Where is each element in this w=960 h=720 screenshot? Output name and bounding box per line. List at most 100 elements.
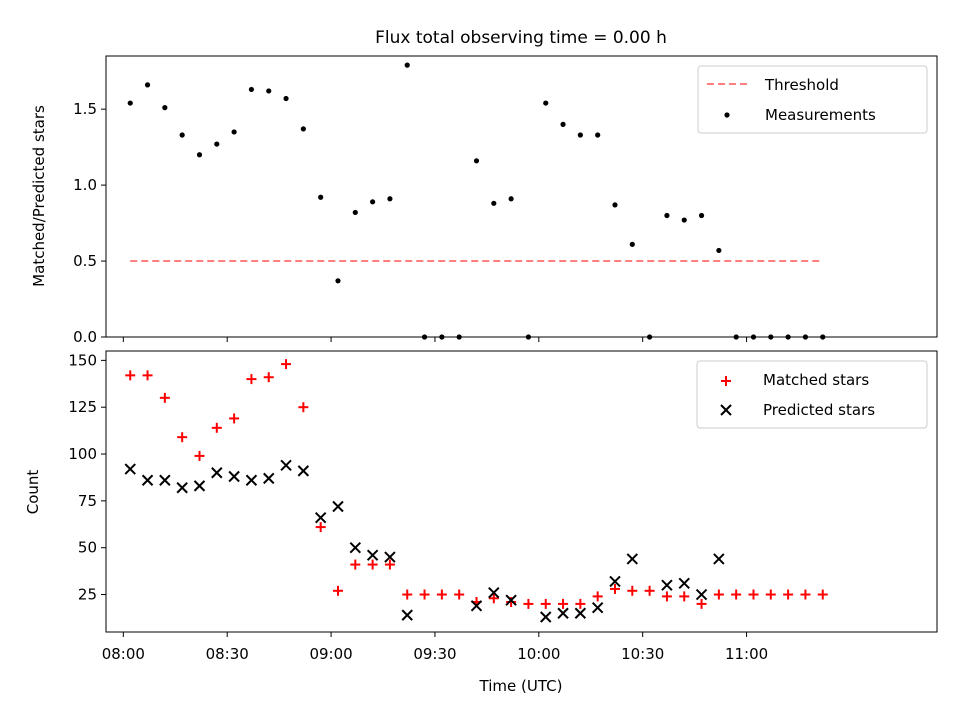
count-x-axis-label: Time (UTC) bbox=[479, 677, 563, 695]
matched-star-point bbox=[246, 374, 257, 385]
measurement-point bbox=[162, 105, 168, 111]
ratio-y-tick-label: 0.5 bbox=[73, 252, 97, 270]
matched-star-point bbox=[661, 591, 672, 602]
measurement-point bbox=[266, 88, 272, 94]
predicted-star-point bbox=[401, 609, 413, 621]
matched-star-point bbox=[558, 598, 569, 609]
predicted-star-point bbox=[505, 594, 517, 606]
matched-stars-legend-swatch bbox=[721, 376, 731, 386]
ratio-y-tick-label: 0.0 bbox=[73, 328, 97, 346]
predicted-star-point bbox=[297, 465, 310, 477]
count-y-tick-label: 125 bbox=[68, 398, 97, 416]
count-y-tick-label: 25 bbox=[78, 586, 97, 604]
matched-star-point bbox=[142, 370, 153, 381]
measurement-point bbox=[716, 247, 722, 254]
count-x-tick-label: 09:00 bbox=[309, 645, 352, 663]
predicted-stars-legend-label: Predicted stars bbox=[763, 401, 875, 419]
ratio-y-axis-label: Matched/Predicted stars bbox=[30, 105, 48, 287]
predicted-star-point bbox=[332, 500, 344, 513]
measurement-point bbox=[612, 202, 618, 208]
matched-star-point bbox=[817, 589, 828, 600]
measurement-point bbox=[560, 121, 566, 127]
measurement-point bbox=[335, 278, 341, 284]
measurement-point bbox=[595, 132, 601, 138]
matched-star-point bbox=[506, 597, 517, 608]
predicted-star-point bbox=[141, 474, 154, 486]
matched-star-point bbox=[211, 422, 222, 433]
predicted-star-point bbox=[557, 607, 569, 619]
count-y-tick-label: 50 bbox=[78, 539, 97, 557]
matched-star-point bbox=[679, 591, 690, 602]
measurement-point bbox=[629, 241, 635, 247]
matched-star-point bbox=[627, 585, 638, 596]
measurement-point bbox=[231, 129, 237, 135]
predicted-star-point bbox=[661, 579, 673, 591]
count-panel-frame bbox=[105, 350, 938, 633]
ratio-panel: 0.0 0.5 1.0 1.5 Matched/Predicted stars Thr… bbox=[30, 55, 938, 346]
count-plot-area bbox=[124, 359, 828, 623]
measurement-point bbox=[387, 196, 393, 202]
predicted-star-point bbox=[678, 577, 690, 590]
measurement-point bbox=[577, 132, 583, 138]
predicted-star-point bbox=[314, 512, 327, 524]
matched-star-point bbox=[436, 589, 447, 600]
matched-star-point bbox=[402, 589, 413, 600]
matched-star-point bbox=[592, 591, 603, 602]
matched-star-point bbox=[523, 598, 534, 609]
measurement-point bbox=[698, 212, 705, 219]
matched-star-point bbox=[419, 589, 430, 600]
predicted-star-point bbox=[228, 470, 240, 483]
measurements-legend-swatch bbox=[724, 112, 730, 118]
ratio-x-ticks bbox=[122, 337, 748, 342]
matched-star-point bbox=[713, 589, 724, 600]
matched-star-point bbox=[696, 598, 707, 609]
ratio-legend: Threshold Measurements bbox=[697, 65, 928, 134]
predicted-star-point bbox=[193, 480, 206, 492]
matched-star-point bbox=[575, 598, 586, 609]
matched-star-point bbox=[332, 585, 343, 596]
count-y-ticks: 25 50 75 100 125 150 bbox=[68, 351, 106, 604]
measurement-point bbox=[179, 132, 185, 138]
predicted-star-point bbox=[591, 601, 604, 614]
count-panel: 25 50 75 100 125 150 08:00 08:30 09:00 09:30 10:0… bbox=[24, 350, 938, 695]
predicted-star-point bbox=[609, 575, 621, 588]
predicted-stars-legend-swatch bbox=[720, 404, 732, 416]
matched-star-point bbox=[159, 392, 170, 403]
matched-star-point bbox=[367, 559, 378, 570]
matched-star-point bbox=[800, 589, 811, 600]
predicted-star-point bbox=[384, 551, 396, 563]
threshold-legend-label: Threshold bbox=[764, 76, 839, 94]
matched-star-point bbox=[765, 589, 776, 600]
measurement-point bbox=[681, 217, 687, 223]
predicted-star-point bbox=[245, 474, 258, 486]
count-y-tick-label: 75 bbox=[78, 492, 97, 510]
predicted-star-point bbox=[280, 459, 292, 471]
count-y-axis-label: Count bbox=[24, 470, 42, 515]
predicted-star-point bbox=[695, 588, 708, 601]
predicted-star-point bbox=[263, 472, 275, 485]
count-x-tick-label: 09:30 bbox=[413, 645, 456, 663]
matched-star-point bbox=[488, 593, 499, 604]
matched-star-point bbox=[229, 413, 240, 424]
matched-stars-legend-label: Matched stars bbox=[763, 371, 869, 389]
ratio-y-ticks: 0.0 0.5 1.0 1.5 bbox=[73, 100, 106, 346]
measurement-point bbox=[318, 194, 324, 200]
measurement-point bbox=[543, 100, 549, 106]
measurement-point bbox=[508, 196, 514, 202]
count-y-tick-label: 150 bbox=[68, 351, 97, 369]
predicted-star-point bbox=[540, 611, 552, 623]
measurement-point bbox=[473, 158, 480, 164]
predicted-star-point bbox=[176, 482, 188, 494]
count-x-ticks: 08:00 08:30 09:00 09:30 10:00 10:30 11:00 bbox=[102, 632, 768, 663]
measurement-point bbox=[144, 82, 151, 88]
predicted-star-point bbox=[574, 607, 587, 619]
measurement-point bbox=[248, 86, 255, 93]
matched-star-point bbox=[384, 559, 395, 570]
matched-star-point bbox=[748, 589, 759, 600]
matched-star-point bbox=[281, 359, 292, 370]
measurements-legend-label: Measurements bbox=[765, 106, 876, 124]
predicted-star-point bbox=[713, 553, 725, 565]
count-x-tick-label: 08:00 bbox=[102, 645, 145, 663]
count-x-tick-label: 11:00 bbox=[725, 645, 768, 663]
